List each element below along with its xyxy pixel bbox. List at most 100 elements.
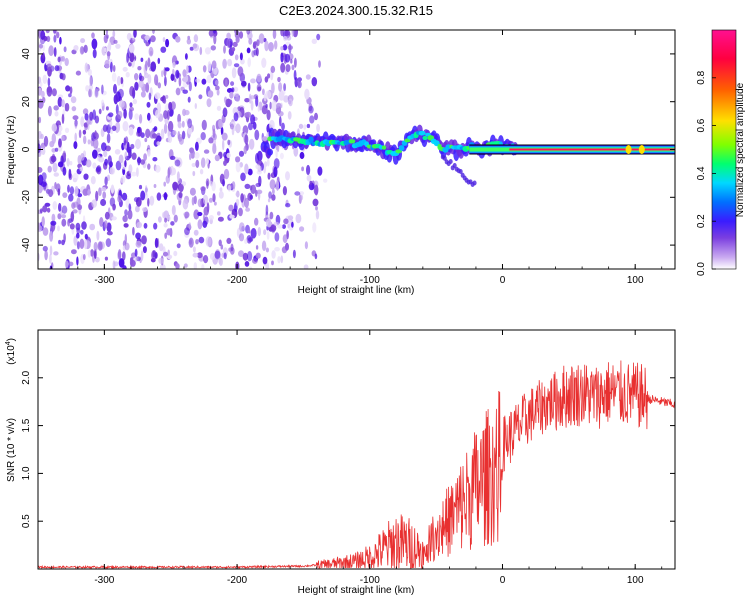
spectrogram-noise-blob [272,188,275,195]
spectrogram-noise-blob [100,187,107,192]
spectrogram-noise-blob [266,109,271,121]
spectrogram-noise-blob [244,163,249,175]
spectrogram-noise-blob [94,130,97,137]
spectrogram-noise-blob [61,214,67,219]
spectrogram-noise-blob [203,206,209,216]
spectrogram-noise-blob [62,192,68,199]
spectrogram-noise-blob [214,79,219,86]
spectrogram-noise-blob [280,62,286,73]
spectrogram-noise-blob [257,226,261,237]
spectrogram-noise-blob [133,197,139,203]
spectrogram-branch [458,169,463,174]
spectrogram-noise-blob [250,78,256,84]
spectrogram-noise-blob [245,207,251,212]
spectrogram-noise-blob [40,181,47,187]
spectrogram-noise-blob [108,112,114,118]
spectrogram-noise-blob [207,90,214,98]
spectrogram-noise-blob [139,114,143,124]
spectrogram-noise-blob [226,38,231,49]
spectrogram-noise-blob [256,39,260,47]
colorbar-frame [711,29,737,270]
spectrogram-noise-blob [117,195,122,203]
spectrogram-noise-blob [64,57,69,67]
spectrogram-noise-blob [268,42,274,52]
spectrogram-noise-blob [280,46,284,51]
spectrogram-noise-blob [58,138,62,148]
spectrogram-noise-blob [187,127,193,135]
spectrogram-noise-blob [195,239,199,245]
spectrogram-noise-blob [155,109,161,119]
spectrogram-noise-blob [61,205,68,214]
spectrogram-noise-blob [111,216,117,221]
spectrogram-noise-blob [66,157,70,167]
spectrogram-noise-blob [73,235,78,246]
spectrogram-noise-blob [192,43,198,49]
spectrogram-noise-blob [43,135,49,147]
spectrogram-noise-blob [119,100,125,108]
spectrogram-noise-blob [137,126,141,134]
spectrogram-noise-blob [69,223,75,230]
spectrogram-noise-blob [172,181,179,191]
spectrogram-noise-blob [44,250,48,261]
spectrogram-noise-blob [235,123,241,134]
spectrogram-noise-blob [163,123,168,134]
spectrogram-noise-blob [235,161,241,173]
spectrogram-noise-blob [220,126,224,136]
spectrogram-noise-blob [291,64,295,71]
spectrogram-noise-blob [57,94,64,99]
spectrogram-noise-blob [82,188,89,196]
spectrogram-noise-blob [269,119,275,131]
spectrogram-noise-blob [126,141,130,153]
spectrogram-noise-blob [250,228,257,239]
spectrogram-noise-blob [193,195,197,205]
spectrogram-noise-blob [108,41,112,51]
spectrogram-noise-blob [54,147,59,152]
spectrogram-noise-blob [75,222,81,231]
snr-y-tick-label: 1.0 [21,466,32,480]
spectrogram-noise-blob [256,73,262,83]
spectrogram-ridge-core [308,136,314,144]
spectrogram-noise-blob [229,214,235,219]
spectrogram-noise-blob [136,157,142,164]
spectrogram-noise-blob [74,185,79,197]
spectrogram-noise-blob [157,82,161,89]
spectrogram-noise-blob [127,209,133,220]
spectrogram-noise-blob [97,241,103,251]
spectrogram-x-tick-label: -300 [94,275,114,286]
spectrogram-x-tick-label: 100 [627,275,644,286]
spectrogram-noise-blob [265,218,272,228]
spectrogram-noise-blob [287,223,290,229]
spectrogram-noise-blob [67,184,70,193]
spectrogram-noise-blob [238,150,245,157]
spectrogram-noise-blob [103,220,108,229]
spectrogram-noise-blob [182,108,187,117]
spectrogram-noise-blob [87,139,91,145]
spectrogram-noise-blob [39,208,43,214]
spectrogram-noise-blob [217,211,221,216]
spectrogram-noise-blob [149,195,155,206]
spectrogram-x-tick-label: 0 [500,275,506,286]
spectrogram-noise-blob [249,266,253,269]
spectrogram-noise-blob [78,129,82,139]
spectrogram-noise-blob [92,109,97,120]
spectrogram-noise-blob [107,155,112,166]
spectrogram-ridge-core [422,135,428,141]
spectrogram-noise-blob [281,122,285,131]
spectrogram-noise-blob [208,137,214,144]
spectrogram-noise-blob [176,171,180,182]
spectrogram-noise-blob [38,43,44,49]
spectrogram-noise-blob [156,141,161,146]
spectrogram-noise-blob [205,236,212,247]
spectrogram-noise-blob [231,127,235,136]
spectrogram-noise-blob [284,53,291,63]
spectrogram-noise-blob [223,160,227,167]
spectrogram-noise-blob [303,124,307,130]
colorbar-ticks: 0.0 0.2 0.4 0.6 0.8 [696,70,716,276]
spectrogram-noise-blob [91,38,98,50]
spectrogram-noise-blob [239,222,245,232]
spectrogram-noise-blob [199,46,203,56]
spectrogram-noise-blob [230,243,234,252]
spectrogram-noise-blob [69,186,75,195]
spectrogram-noise-blob [182,69,187,78]
spectrogram-noise-blob [291,30,295,37]
